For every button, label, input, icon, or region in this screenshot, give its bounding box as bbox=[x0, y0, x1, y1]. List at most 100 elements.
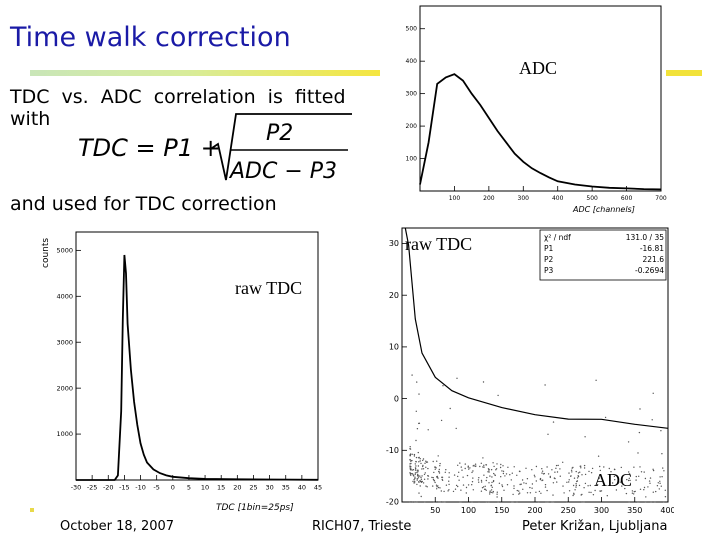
scatter-point bbox=[502, 472, 505, 475]
scatter-point bbox=[664, 496, 667, 498]
scatter-point bbox=[568, 472, 570, 474]
scatter-point bbox=[488, 469, 490, 471]
scatter-point bbox=[485, 501, 488, 503]
scatter-point bbox=[599, 469, 601, 472]
scatter-point bbox=[633, 466, 635, 468]
scatter-point bbox=[480, 490, 483, 492]
tdc-vs-adc-scatter: -20 -10 0 10 20 30 50 100 150 200 250 300 350 400 χ²… bbox=[386, 227, 674, 515]
tdc-x-tick-label: 5 bbox=[187, 484, 191, 492]
scatter-point bbox=[482, 486, 485, 488]
scatter-point bbox=[427, 467, 429, 470]
title-underline bbox=[30, 70, 380, 76]
tdc-x-ticks: -30 -25 -20 -15 -10 -5 0 5 10 15 20 25 30 35 40 45 bbox=[71, 475, 322, 492]
scatter-point bbox=[474, 463, 477, 465]
scatter-point bbox=[416, 475, 419, 477]
scatter-point bbox=[422, 468, 425, 470]
scatter-point bbox=[640, 471, 643, 473]
scatter-point bbox=[449, 407, 451, 410]
scatter-point bbox=[501, 470, 503, 472]
scatter-point bbox=[441, 476, 443, 478]
scatter-point bbox=[533, 474, 536, 476]
scatter-point bbox=[546, 466, 548, 468]
scatter-point bbox=[583, 464, 586, 467]
scatter-point bbox=[415, 468, 417, 470]
scatter-point bbox=[416, 428, 419, 430]
scatter-point bbox=[424, 472, 426, 474]
scatter-point bbox=[417, 471, 419, 473]
scatter-point bbox=[417, 451, 419, 454]
scatter-point bbox=[588, 491, 590, 493]
scatter-point bbox=[634, 490, 636, 493]
scatter-point bbox=[482, 466, 484, 468]
scatter-point bbox=[440, 419, 443, 422]
scatter-point bbox=[544, 484, 547, 486]
scatter-point bbox=[578, 484, 581, 487]
scatter-point bbox=[563, 492, 565, 494]
scatter-y-tick-label: -20 bbox=[386, 498, 399, 507]
tdc-y-tick-label: 1000 bbox=[56, 430, 73, 438]
scatter-point bbox=[526, 478, 529, 480]
scatter-point bbox=[507, 466, 509, 468]
scatter-point bbox=[520, 483, 522, 485]
scatter-point bbox=[467, 484, 470, 486]
scatter-point bbox=[592, 494, 595, 496]
scatter-point bbox=[414, 469, 417, 471]
scatter-point bbox=[521, 479, 524, 481]
scatter-point bbox=[572, 494, 574, 497]
adc-series-line bbox=[419, 73, 662, 191]
scatter-points bbox=[409, 374, 667, 503]
scatter-point bbox=[512, 493, 514, 496]
scatter-point bbox=[525, 482, 527, 485]
scatter-point bbox=[419, 458, 421, 460]
scatter-point bbox=[436, 460, 438, 462]
scatter-point bbox=[445, 484, 448, 486]
scatter-point bbox=[531, 469, 533, 471]
adc-frame bbox=[419, 5, 662, 192]
formula-denominator: ADC − P3 bbox=[228, 159, 337, 184]
tdc-x-tick-label: 0 bbox=[171, 484, 175, 492]
scatter-point bbox=[502, 465, 504, 467]
scatter-point bbox=[448, 476, 450, 478]
adc-y-ticks: 100 200 300 400 500 bbox=[406, 26, 425, 163]
scatter-point bbox=[587, 485, 589, 487]
scatter-point bbox=[420, 478, 423, 480]
scatter-x-tick-label: 250 bbox=[561, 506, 576, 515]
scatter-x-tick-label: 100 bbox=[461, 506, 476, 515]
scatter-point bbox=[531, 483, 534, 485]
scatter-point bbox=[490, 491, 492, 494]
scatter-point bbox=[552, 482, 555, 484]
scatter-point bbox=[447, 490, 449, 492]
tdc-x-tick-label: 35 bbox=[282, 484, 290, 492]
scatter-point bbox=[663, 470, 665, 472]
scatter-point bbox=[581, 474, 583, 476]
scatter-point bbox=[425, 466, 427, 468]
scatter-point bbox=[576, 477, 579, 479]
scatter-point bbox=[557, 464, 559, 467]
scatter-point bbox=[458, 471, 460, 473]
scatter-point bbox=[454, 488, 457, 490]
scatter-point bbox=[531, 487, 533, 489]
scatter-point bbox=[426, 486, 428, 488]
scatter-point bbox=[529, 492, 532, 494]
scatter-point bbox=[568, 479, 570, 481]
scatter-point bbox=[562, 485, 564, 487]
scatter-point bbox=[603, 466, 605, 468]
scatter-point bbox=[513, 466, 515, 468]
tdc-y-tick-label: 4000 bbox=[56, 292, 73, 300]
scatter-point bbox=[639, 408, 641, 410]
scatter-point bbox=[635, 479, 637, 481]
scatter-point bbox=[417, 477, 420, 479]
scatter-point bbox=[475, 465, 477, 467]
slide-title: Time walk correction bbox=[10, 22, 291, 53]
scatter-point bbox=[437, 455, 439, 457]
scatter-point bbox=[411, 469, 413, 471]
tdc-x-tick-label: -10 bbox=[135, 484, 146, 492]
scatter-point bbox=[418, 492, 420, 494]
scatter-y-tick-label: 20 bbox=[389, 291, 399, 300]
scatter-point bbox=[436, 488, 438, 490]
scatter-point bbox=[410, 472, 412, 475]
scatter-point bbox=[535, 480, 537, 482]
correlation-line-2: with bbox=[10, 108, 51, 130]
scatter-point bbox=[432, 485, 434, 487]
scatter-point bbox=[610, 471, 612, 473]
